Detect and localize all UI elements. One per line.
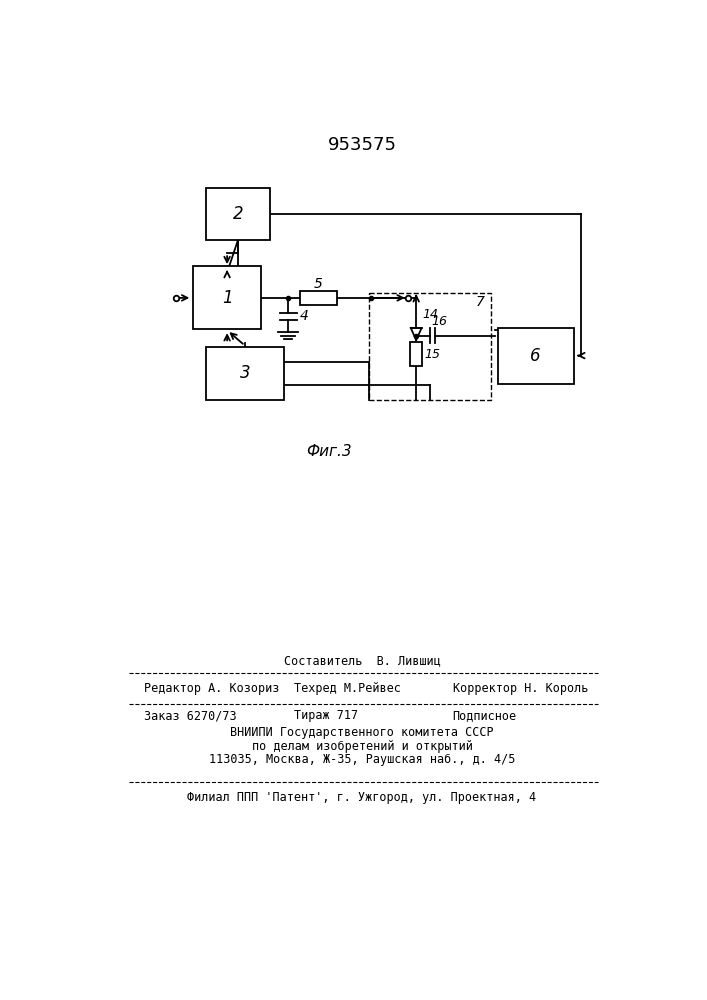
Text: Заказ 6270/73: Заказ 6270/73	[144, 709, 237, 722]
Text: 3: 3	[240, 364, 250, 382]
Text: Корректор Н. Король: Корректор Н. Король	[452, 682, 588, 695]
Text: Составитель  В. Лившиц: Составитель В. Лившиц	[284, 654, 440, 667]
Text: 6: 6	[530, 347, 541, 365]
Text: 953575: 953575	[327, 136, 397, 154]
Text: 7: 7	[476, 295, 485, 309]
Text: 5: 5	[314, 277, 323, 291]
Text: Филиал ППП 'Патент', г. Ужгород, ул. Проектная, 4: Филиал ППП 'Патент', г. Ужгород, ул. Про…	[187, 791, 537, 804]
Bar	[410, 342, 422, 366]
Bar	[193, 266, 261, 329]
Bar	[206, 347, 284, 400]
Text: 1: 1	[222, 289, 233, 307]
Bar	[206, 188, 270, 240]
Bar	[369, 293, 491, 400]
Text: 16: 16	[431, 315, 447, 328]
Text: 113035, Москва, Ж-35, Раушская наб., д. 4/5: 113035, Москва, Ж-35, Раушская наб., д. …	[209, 753, 515, 766]
Text: Техред М.Рейвес: Техред М.Рейвес	[293, 682, 401, 695]
Text: по делам изобретений и открытий: по делам изобретений и открытий	[252, 740, 472, 753]
Text: Фиг.3: Фиг.3	[306, 444, 351, 459]
Text: Тираж 717: Тираж 717	[293, 709, 358, 722]
Text: ВНИИПИ Государственного комитета СССР: ВНИИПИ Государственного комитета СССР	[230, 726, 493, 739]
Bar	[300, 291, 337, 305]
Text: 14: 14	[422, 308, 438, 321]
Text: 2: 2	[233, 205, 243, 223]
Text: 4: 4	[300, 309, 309, 323]
Text: Подписное: Подписное	[452, 709, 517, 722]
Text: 15: 15	[425, 348, 440, 361]
Bar	[498, 328, 573, 384]
Text: Редактор А. Козориз: Редактор А. Козориз	[144, 682, 279, 695]
